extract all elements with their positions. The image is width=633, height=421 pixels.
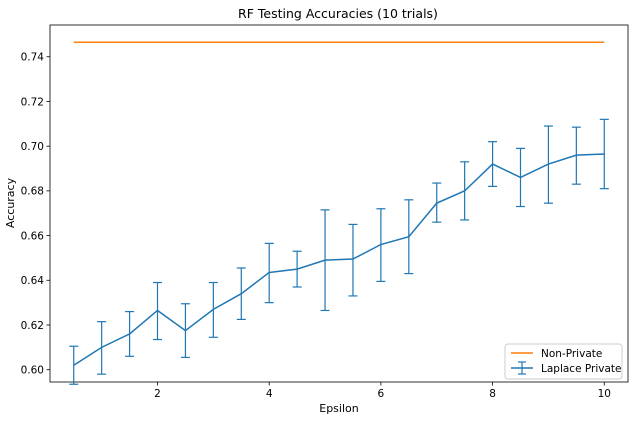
y-tick-label: 0.64 [21, 275, 45, 287]
x-tick-label: 8 [489, 388, 496, 400]
legend: Non-Private Laplace Private [504, 343, 623, 380]
x-axis-label: Epsilon [319, 402, 359, 415]
y-tick-label: 0.70 [21, 141, 44, 153]
y-tick-label: 0.60 [21, 365, 44, 377]
chart-title: RF Testing Accuracies (10 trials) [238, 6, 438, 21]
series-line-laplace-private [73, 153, 605, 366]
y-axis: 0.60 0.62 0.64 0.66 0.68 0.70 0.72 0.74 [21, 52, 50, 377]
x-tick-label: 2 [154, 388, 161, 400]
x-tick-label: 10 [598, 388, 611, 400]
legend-label-non-private: Non-Private [541, 348, 602, 360]
y-tick-label: 0.68 [21, 186, 44, 198]
x-tick-label: 6 [378, 388, 385, 400]
y-axis-label: Accuracy [4, 177, 17, 228]
x-tick-label: 4 [266, 388, 273, 400]
x-axis: 2 4 6 8 10 [154, 382, 611, 400]
series-layer [69, 41, 609, 385]
legend-frame [504, 343, 623, 380]
y-tick-label: 0.66 [21, 230, 45, 242]
legend-label-laplace-private: Laplace Private [541, 363, 621, 375]
y-tick-label: 0.62 [21, 320, 44, 332]
y-tick-label: 0.74 [21, 52, 45, 64]
plot-area [49, 24, 629, 383]
y-tick-label: 0.72 [21, 96, 44, 108]
